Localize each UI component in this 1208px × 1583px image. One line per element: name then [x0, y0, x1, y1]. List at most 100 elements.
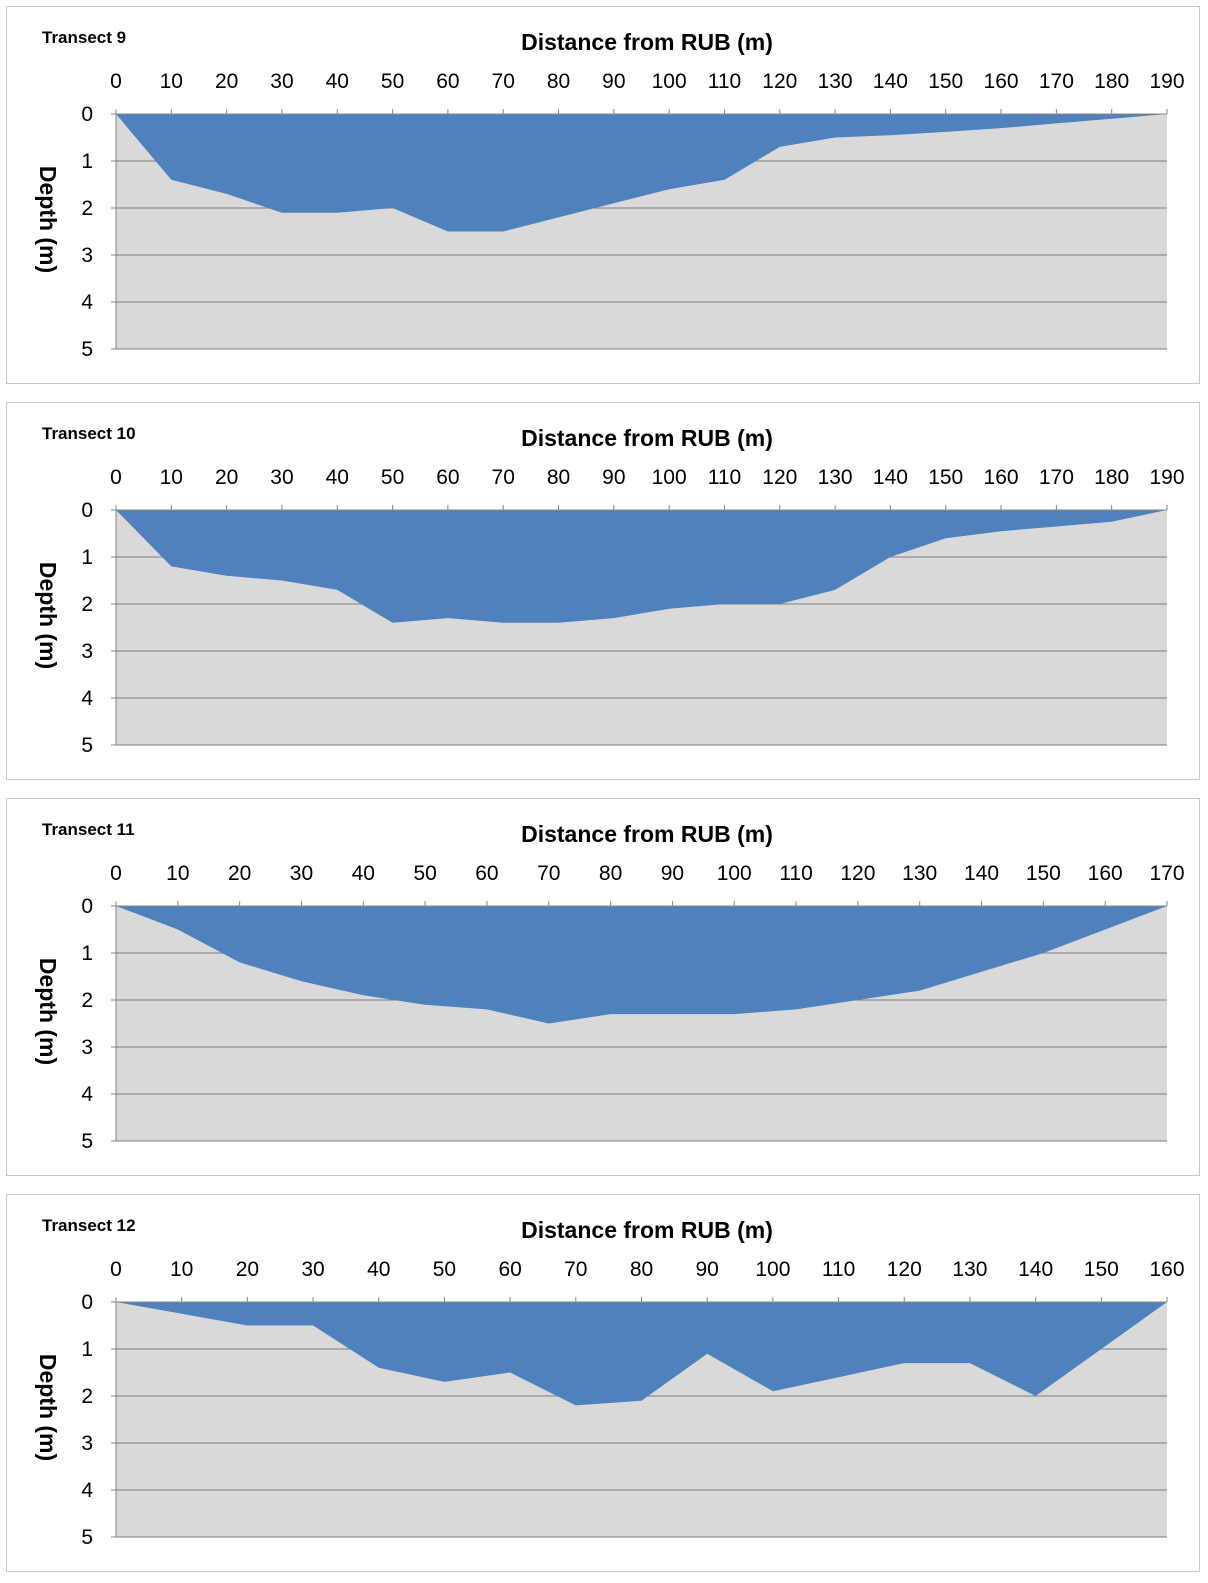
x-tick-label: 30 [270, 70, 293, 93]
x-tick-label: 160 [1088, 862, 1123, 885]
chart-title: Transect 11 [42, 820, 135, 839]
y-tick-label: 0 [81, 103, 93, 126]
x-tick-label: 70 [564, 1258, 587, 1281]
x-axis-title: Distance from RUB (m) [521, 821, 773, 847]
x-tick-label: 160 [984, 70, 1019, 93]
x-tick-label: 30 [270, 466, 293, 489]
x-tick-label: 150 [928, 70, 963, 93]
x-tick-label: 170 [1039, 466, 1074, 489]
chart-svg: 0 10 20 30 40 50 60 70 80 90 100 110 120 130 140 150 160… [35, 820, 1185, 1153]
y-tick-label: 4 [81, 687, 93, 710]
x-tick-label: 180 [1094, 466, 1129, 489]
y-tick-label: 3 [81, 640, 93, 663]
x-tick-label: 90 [602, 466, 625, 489]
x-tick-label: 150 [1084, 1258, 1119, 1281]
x-tick-label: 120 [762, 70, 797, 93]
x-tick-label: 0 [110, 70, 122, 93]
x-tick-label: 80 [630, 1258, 653, 1281]
x-tick-label: 80 [599, 862, 622, 885]
x-tick-label: 160 [1149, 1258, 1184, 1281]
x-tick-label: 110 [708, 70, 741, 93]
x-tick-label: 130 [952, 1258, 987, 1281]
y-tick-label: 3 [81, 1432, 93, 1455]
y-tick-label: 4 [81, 1479, 93, 1502]
x-tick-label: 90 [696, 1258, 719, 1281]
y-tick-label: 2 [81, 989, 93, 1012]
y-tick-label: 0 [81, 895, 93, 918]
y-tick-label: 0 [81, 499, 93, 522]
depth-area-series [116, 906, 1167, 1024]
x-tick-label: 40 [326, 70, 349, 93]
x-tick-label: 50 [381, 466, 404, 489]
chart-panel-transect-9: 0 10 20 30 40 50 60 70 80 90 100 110 120 130 140 150 160… [6, 6, 1200, 384]
x-tick-label: 60 [475, 862, 498, 885]
x-tick-label: 130 [818, 466, 853, 489]
y-tick-label: 5 [81, 338, 93, 361]
y-tick-label: 5 [81, 1526, 93, 1549]
x-tick-label: 110 [708, 466, 741, 489]
y-axis-title: Depth (m) [35, 958, 61, 1065]
x-tick-label: 20 [215, 70, 238, 93]
chart-svg: 0 10 20 30 40 50 60 70 80 90 100 110 120 130 140 150 160… [35, 1216, 1185, 1549]
y-tick-label: 3 [81, 1036, 93, 1059]
x-tick-label: 50 [433, 1258, 456, 1281]
y-tick-label: 4 [81, 291, 93, 314]
x-tick-label: 150 [928, 466, 963, 489]
x-tick-label: 140 [873, 70, 908, 93]
chart-title: Transect 10 [42, 424, 136, 443]
y-axis-title: Depth (m) [35, 1354, 61, 1461]
y-tick-label: 4 [81, 1083, 93, 1106]
x-tick-label: 90 [661, 862, 684, 885]
x-tick-label: 170 [1149, 862, 1184, 885]
x-tick-label: 60 [436, 70, 459, 93]
x-tick-label: 30 [290, 862, 313, 885]
x-tick-label: 140 [964, 862, 999, 885]
x-tick-label: 120 [762, 466, 797, 489]
x-axis-title: Distance from RUB (m) [521, 29, 773, 55]
x-tick-label: 130 [902, 862, 937, 885]
x-tick-label: 140 [1018, 1258, 1053, 1281]
x-tick-label: 100 [717, 862, 752, 885]
x-tick-label: 90 [602, 70, 625, 93]
y-tick-label: 2 [81, 1385, 93, 1408]
x-tick-label: 40 [352, 862, 375, 885]
x-tick-label: 130 [818, 70, 853, 93]
x-tick-label: 20 [215, 466, 238, 489]
x-tick-label: 20 [236, 1258, 259, 1281]
chart-title: Transect 9 [42, 28, 126, 47]
x-tick-label: 10 [160, 466, 183, 489]
x-tick-label: 110 [822, 1258, 855, 1281]
x-tick-label: 10 [166, 862, 189, 885]
y-tick-label: 3 [81, 244, 93, 267]
x-tick-label: 60 [498, 1258, 521, 1281]
depth-area-series [116, 1302, 1167, 1406]
y-tick-label: 2 [81, 197, 93, 220]
y-tick-label: 5 [81, 1130, 93, 1153]
x-tick-label: 30 [301, 1258, 324, 1281]
x-axis-title: Distance from RUB (m) [521, 425, 773, 451]
x-tick-label: 70 [492, 466, 515, 489]
x-tick-label: 190 [1149, 466, 1184, 489]
x-tick-label: 0 [110, 466, 122, 489]
y-axis-title: Depth (m) [35, 166, 61, 273]
x-tick-label: 10 [170, 1258, 193, 1281]
x-tick-label: 110 [779, 862, 812, 885]
y-tick-label: 1 [81, 942, 93, 965]
x-tick-label: 150 [1026, 862, 1061, 885]
x-tick-label: 160 [984, 466, 1019, 489]
x-tick-label: 180 [1094, 70, 1129, 93]
x-tick-label: 100 [652, 70, 687, 93]
x-tick-label: 0 [110, 862, 122, 885]
chart-panel-transect-11: 0 10 20 30 40 50 60 70 80 90 100 110 120 130 140 150 160… [6, 798, 1200, 1176]
y-tick-label: 1 [81, 1338, 93, 1361]
chart-title: Transect 12 [42, 1216, 136, 1235]
chart-panel-transect-12: 0 10 20 30 40 50 60 70 80 90 100 110 120 130 140 150 160… [6, 1194, 1200, 1572]
x-tick-label: 40 [367, 1258, 390, 1281]
x-tick-label: 70 [492, 70, 515, 93]
y-tick-label: 0 [81, 1291, 93, 1314]
y-tick-label: 1 [81, 150, 93, 173]
chart-svg: 0 10 20 30 40 50 60 70 80 90 100 110 120 130 140 150 160… [35, 424, 1185, 757]
x-tick-label: 40 [326, 466, 349, 489]
x-tick-label: 80 [547, 70, 570, 93]
chart-panel-transect-10: 0 10 20 30 40 50 60 70 80 90 100 110 120 130 140 150 160… [6, 402, 1200, 780]
